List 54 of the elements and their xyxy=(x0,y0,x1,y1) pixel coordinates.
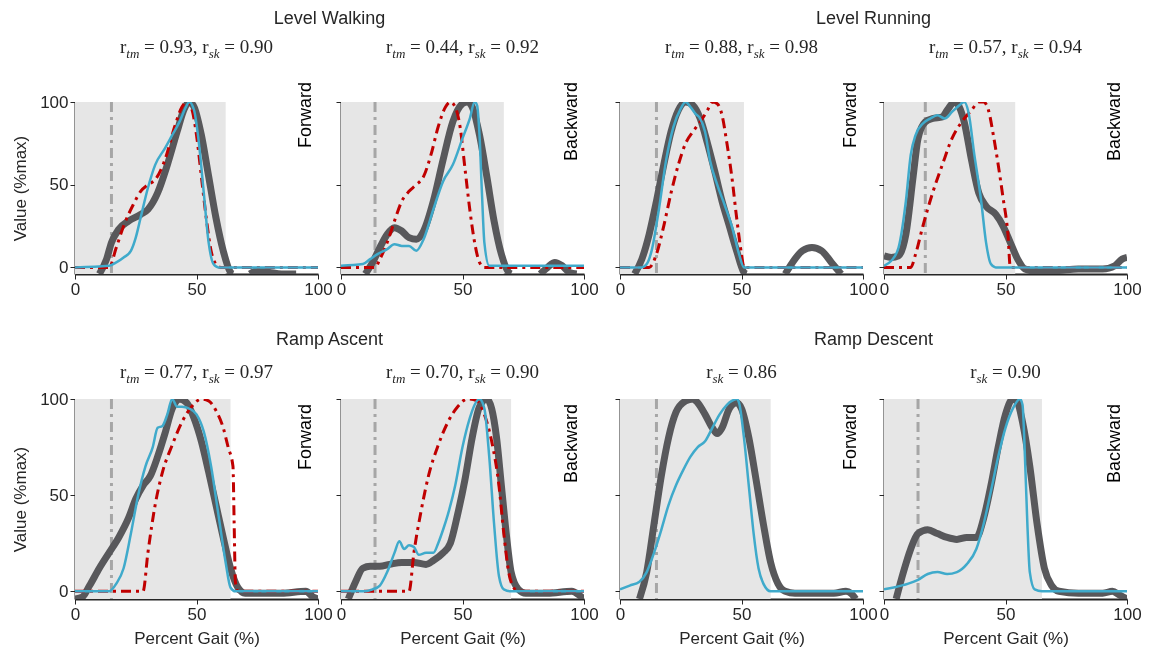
x-tick-label: 50 xyxy=(187,604,207,624)
annotation: Backward xyxy=(1104,82,1124,162)
x-tick-label: 100 xyxy=(570,604,599,624)
annotation: Forward xyxy=(295,82,315,149)
chart-subtitle: r$_{tm}$ = 0.44, r$_{sk}$ = 0.92 xyxy=(386,36,539,62)
x-tick-label: 0 xyxy=(879,279,890,299)
chart-subtitle: r$_{tm}$ = 0.88, r$_{sk}$ = 0.98 xyxy=(665,36,818,62)
annotation: Forward xyxy=(840,404,860,471)
x-tick-label: 100 xyxy=(1113,604,1142,624)
x-tick-label: 0 xyxy=(615,604,626,624)
x-tick-label: 50 xyxy=(187,279,207,299)
x-axis-title: Percent Gait (%) xyxy=(679,628,805,648)
x-tick-label: 100 xyxy=(1113,279,1142,299)
x-tick-label: 0 xyxy=(615,279,626,299)
chart-subtitle: r$_{sk}$ = 0.86 xyxy=(706,361,777,387)
x-tick-label: 50 xyxy=(732,604,752,624)
x-tick-label: 50 xyxy=(453,279,473,299)
y-tick-label: 50 xyxy=(49,175,69,195)
annotation: Forward xyxy=(295,404,315,471)
chart-title: Level Running xyxy=(815,8,932,29)
chart-subtitle: r$_{tm}$ = 0.93, r$_{sk}$ = 0.90 xyxy=(120,36,273,62)
x-tick-label: 50 xyxy=(732,279,752,299)
x-tick-label: 50 xyxy=(996,279,1016,299)
annotation: Backward xyxy=(1104,404,1124,484)
x-tick-label: 100 xyxy=(570,279,599,299)
x-tick-label: 100 xyxy=(849,279,878,299)
chart-subtitle: r$_{tm}$ = 0.57, r$_{sk}$ = 0.94 xyxy=(929,36,1082,62)
x-axis-title: Percent Gait (%) xyxy=(943,628,1069,648)
chart-title: Level Walking xyxy=(273,8,386,29)
annotation: Backward xyxy=(561,82,581,162)
chart-subtitle: r$_{tm}$ = 0.77, r$_{sk}$ = 0.97 xyxy=(120,361,273,387)
x-tick-label: 0 xyxy=(879,604,890,624)
x-tick-label: 0 xyxy=(336,604,347,624)
y-tick-label: 50 xyxy=(49,485,69,505)
chart-subtitle: r$_{tm}$ = 0.70, r$_{sk}$ = 0.90 xyxy=(386,361,539,387)
chart-title: Ramp Ascent xyxy=(275,329,384,350)
x-tick-label: 100 xyxy=(849,604,878,624)
x-axis-title: Percent Gait (%) xyxy=(134,628,260,648)
annotation: Forward xyxy=(840,82,860,149)
x-tick-label: 0 xyxy=(336,279,347,299)
x-axis-title: Percent Gait (%) xyxy=(400,628,526,648)
chart-subtitle: r$_{sk}$ = 0.90 xyxy=(970,361,1041,387)
x-tick-label: 100 xyxy=(304,604,333,624)
y-tick-label: 100 xyxy=(40,389,69,409)
y-tick-label: 100 xyxy=(40,92,69,112)
annotation: Backward xyxy=(561,404,581,484)
y-tick-label: 0 xyxy=(59,581,69,601)
y-axis-title: Value (%max) xyxy=(11,446,31,553)
x-tick-label: 100 xyxy=(304,279,333,299)
y-axis-title: Value (%max) xyxy=(11,135,31,242)
x-tick-label: 50 xyxy=(453,604,473,624)
chart-title: Ramp Descent xyxy=(813,329,934,350)
y-tick-label: 0 xyxy=(59,257,69,277)
x-tick-label: 50 xyxy=(996,604,1016,624)
